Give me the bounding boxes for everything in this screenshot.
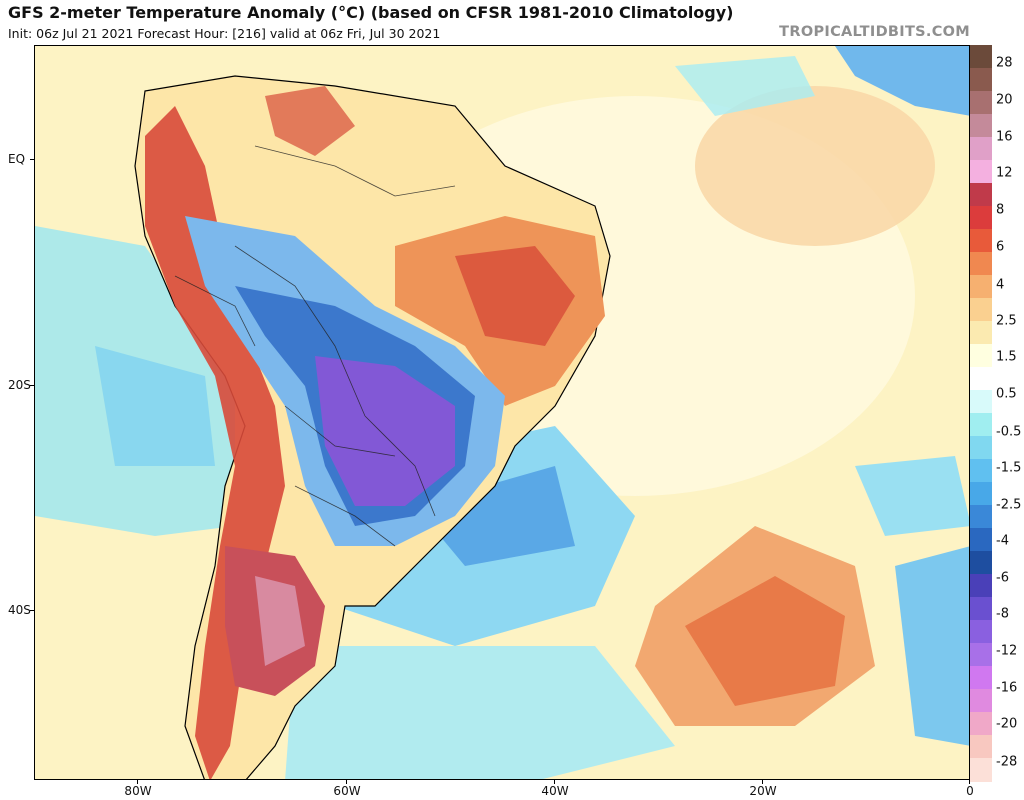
chart-title: GFS 2-meter Temperature Anomaly (°C) (ba… [8,3,734,22]
lat-label-eq: EQ [8,152,26,166]
southern-ocean-cool [285,646,675,779]
color-scale-label: 4 [996,277,1005,293]
color-scale-cell [970,482,992,506]
color-scale-label: -28 [996,754,1018,770]
color-scale-label: -6 [996,570,1009,586]
color-scale-cell [970,68,992,92]
color-scale-label: 16 [996,129,1013,145]
lon-label-40w: 40W [541,784,569,798]
color-scale-label: 1.5 [996,349,1017,365]
color-scale-cell [970,45,992,69]
color-scale-cell [970,183,992,207]
color-scale-label: -4 [996,533,1009,549]
color-scale-label: -16 [996,680,1018,696]
color-scale-cell [970,390,992,414]
pacific-cool-core [95,346,215,466]
color-scale-label: -1.5 [996,460,1022,476]
color-scale-cell [970,551,992,575]
color-scale-cell [970,574,992,598]
south-atlantic-cool-core [415,466,575,566]
color-scale-cell [970,758,992,782]
color-scale-cell [970,666,992,690]
lat-label-20s: 20S [8,378,31,392]
color-scale-cell [970,137,992,161]
color-scale-cell [970,321,992,345]
lon-tick [346,780,347,784]
color-scale-cell [970,459,992,483]
lat-label-40s: 40S [8,603,31,617]
color-scale-label: 28 [996,55,1013,71]
north-warm-patch [265,86,355,156]
color-scale-label: 12 [996,165,1013,181]
ocean-warm-patch [695,86,935,246]
color-scale-label: 2.5 [996,313,1017,329]
color-scale-cell [970,620,992,644]
color-scale-cell [970,735,992,759]
color-scale-cell [970,505,992,529]
lon-tick [554,780,555,784]
color-scale-cell [970,367,992,391]
color-scale-cell [970,275,992,299]
color-scale-cell [970,528,992,552]
anomaly-map[interactable] [34,45,970,780]
patagonia-warm-core [255,576,305,666]
color-scale-cell [970,206,992,230]
color-scale-label: -12 [996,643,1018,659]
color-scale-cell [970,344,992,368]
color-scale-cell [970,160,992,184]
forecast-info: Init: 06z Jul 21 2021 Forecast Hour: [21… [8,26,441,41]
north-atlantic-cool [675,56,815,116]
color-scale-cell [970,597,992,621]
color-scale-cell [970,114,992,138]
color-scale-cell [970,252,992,276]
north-cool-patch [835,46,969,116]
lon-label-60w: 60W [333,784,361,798]
color-scale-label: 8 [996,202,1005,218]
color-scale-cell [970,643,992,667]
color-scale-bar [970,45,992,782]
color-scale-label: -0.5 [996,424,1022,440]
lon-label-0: 0 [966,784,974,798]
color-scale-label: -20 [996,716,1018,732]
lon-label-20w: 20W [749,784,777,798]
color-scale-cell [970,91,992,115]
color-scale-label: -8 [996,606,1009,622]
color-scale-label: -2.5 [996,497,1022,513]
brand-watermark: TROPICALTIDBITS.COM [779,24,970,40]
color-scale-cell [970,712,992,736]
color-scale-cell [970,689,992,713]
color-scale-cell [970,436,992,460]
brazil-warm-core [455,246,575,346]
lon-tick [969,780,970,784]
east-cool-patch [895,546,969,746]
color-scale-cell [970,413,992,437]
lon-tick [762,780,763,784]
map-canvas [35,46,969,779]
cold-intrusion-core [315,356,455,506]
warm-anomaly-core [685,576,845,706]
lat-tick [30,610,34,611]
east-cool-strip [855,456,969,536]
color-scale-cell [970,298,992,322]
color-scale-label: 20 [996,92,1013,108]
lon-label-80w: 80W [124,784,152,798]
lat-tick [30,159,34,160]
lat-tick [30,385,34,386]
color-scale-label: 6 [996,239,1005,255]
color-scale-cell [970,229,992,253]
color-scale-label: 0.5 [996,386,1017,402]
lon-tick [137,780,138,784]
country-borders [174,145,456,547]
